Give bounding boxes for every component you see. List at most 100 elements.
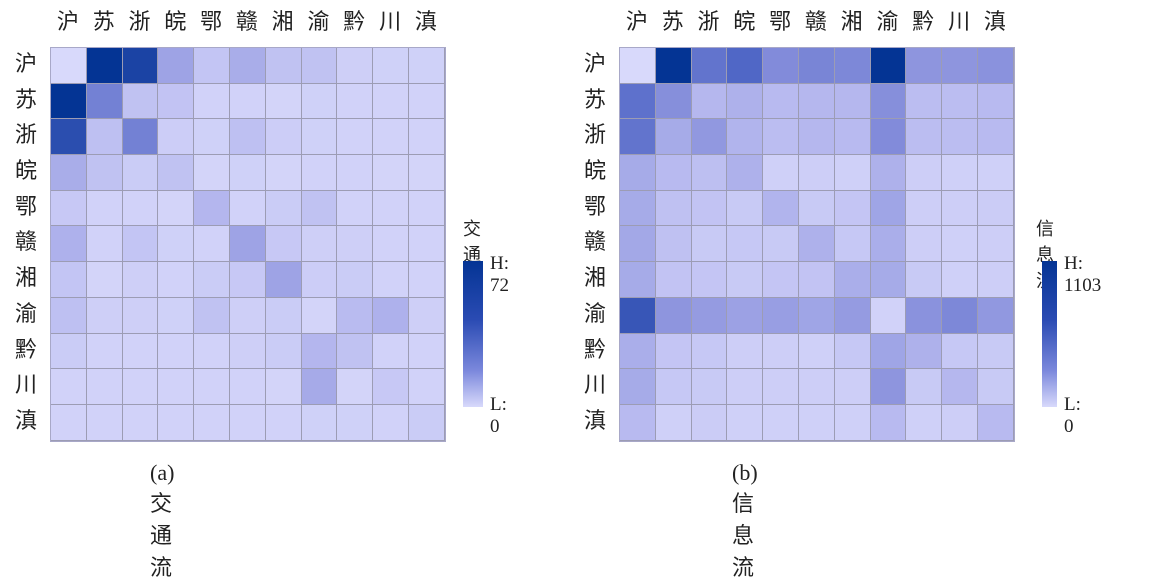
heatmap-cell xyxy=(158,369,195,405)
chart-caption: (a)交通流 xyxy=(150,460,175,580)
heatmap-cell xyxy=(763,262,799,298)
heatmap-cell xyxy=(86,155,123,191)
heatmap-cell xyxy=(942,262,978,298)
column-label: 赣 xyxy=(235,10,258,35)
heatmap-cell xyxy=(408,83,445,120)
row-label: 赣 xyxy=(14,230,37,256)
heatmap-cell xyxy=(373,155,409,191)
heatmap-cell xyxy=(834,83,871,120)
heatmap-cell xyxy=(798,48,835,84)
heatmap-cell xyxy=(906,369,943,405)
heatmap-cell xyxy=(977,262,1014,298)
heatmap-cell xyxy=(942,83,978,120)
legend-high-label: H: 1103 xyxy=(1064,253,1102,296)
heatmap-cell xyxy=(265,297,302,334)
row-label: 渝 xyxy=(583,301,606,327)
heatmap-cell xyxy=(51,155,87,191)
heatmap-cell xyxy=(977,226,1014,263)
heatmap-cell xyxy=(870,404,907,441)
heatmap-cell xyxy=(229,48,266,84)
heatmap-cell xyxy=(691,119,728,156)
heatmap-cell xyxy=(620,226,656,263)
heatmap-cell xyxy=(655,297,692,334)
row-label: 渝 xyxy=(14,301,37,327)
heatmap-cell xyxy=(265,369,302,405)
heatmap-cell xyxy=(122,333,159,370)
heatmap-cell xyxy=(194,404,230,441)
heatmap-cell xyxy=(86,48,123,84)
heatmap-cell xyxy=(906,83,943,120)
heatmap-cell xyxy=(194,297,230,334)
heatmap-cell xyxy=(620,404,656,441)
heatmap-cell xyxy=(265,226,302,263)
row-label: 黔 xyxy=(14,337,37,363)
heatmap-cell xyxy=(977,190,1014,227)
heatmap-cell xyxy=(834,155,871,191)
row-labels: 沪苏浙皖鄂赣湘渝黔川滇 xyxy=(6,47,46,440)
heatmap-cell xyxy=(229,404,266,441)
column-labels: 沪苏浙皖鄂赣湘渝黔川滇 xyxy=(619,6,1013,40)
heatmap-cell xyxy=(870,297,907,334)
heatmap-cell xyxy=(301,369,338,405)
heatmap-cell xyxy=(798,404,835,441)
heatmap-cell xyxy=(870,119,907,156)
heatmap-cell xyxy=(337,226,374,263)
heatmap-cell xyxy=(122,297,159,334)
heatmap-cell xyxy=(834,48,871,84)
heatmap-cell xyxy=(158,155,195,191)
heatmap-cell xyxy=(906,262,943,298)
heatmap-cell xyxy=(51,83,87,120)
heatmap-cell xyxy=(265,83,302,120)
heatmap-cell xyxy=(122,83,159,120)
heatmap-cell xyxy=(942,119,978,156)
heatmap-cell xyxy=(691,369,728,405)
heatmap-cell xyxy=(727,48,764,84)
heatmap-cell xyxy=(691,262,728,298)
row-label: 沪 xyxy=(583,52,606,77)
heatmap-cell xyxy=(763,226,799,263)
heatmap-cell xyxy=(86,262,123,298)
heatmap-cell xyxy=(194,83,230,120)
heatmap-cell xyxy=(727,262,764,298)
heatmap-cell xyxy=(763,297,799,334)
heatmap-cell xyxy=(620,83,656,120)
heatmap-cell xyxy=(337,404,374,441)
heatmap-cell xyxy=(655,333,692,370)
row-label: 湘 xyxy=(583,266,606,292)
heatmap-cell xyxy=(158,83,195,120)
heatmap-cell xyxy=(870,83,907,120)
heatmap-cell xyxy=(977,48,1014,84)
heatmap-cell xyxy=(265,262,302,298)
heatmap-cell xyxy=(655,404,692,441)
heatmap-cell xyxy=(122,226,159,263)
column-label: 浙 xyxy=(128,10,151,35)
heatmap-cell xyxy=(408,333,445,370)
column-label: 滇 xyxy=(983,10,1006,35)
column-label: 川 xyxy=(948,10,971,35)
heatmap-cell xyxy=(977,404,1014,441)
heatmap-cell xyxy=(763,155,799,191)
heatmap-cell xyxy=(906,190,943,227)
heatmap-cell xyxy=(301,404,338,441)
heatmap-cell xyxy=(301,119,338,156)
heatmap-cell xyxy=(301,297,338,334)
heatmap-cell xyxy=(301,48,338,84)
heatmap-cell xyxy=(691,226,728,263)
heatmap-cell xyxy=(834,226,871,263)
heatmap-cell xyxy=(301,155,338,191)
heatmap-cell xyxy=(301,83,338,120)
heatmap-cell xyxy=(977,369,1014,405)
heatmap-cell xyxy=(870,190,907,227)
heatmap-cell xyxy=(408,262,445,298)
heatmap-cell xyxy=(86,190,123,227)
heatmap-cell xyxy=(337,262,374,298)
heatmap-cell xyxy=(620,48,656,84)
heatmap-cell xyxy=(194,262,230,298)
heatmap-cell xyxy=(337,190,374,227)
heatmap-cell xyxy=(834,119,871,156)
column-label: 沪 xyxy=(625,10,648,35)
heatmap-cell xyxy=(727,369,764,405)
column-label: 皖 xyxy=(164,10,187,35)
heatmap-cell xyxy=(727,155,764,191)
row-label: 皖 xyxy=(583,159,606,185)
